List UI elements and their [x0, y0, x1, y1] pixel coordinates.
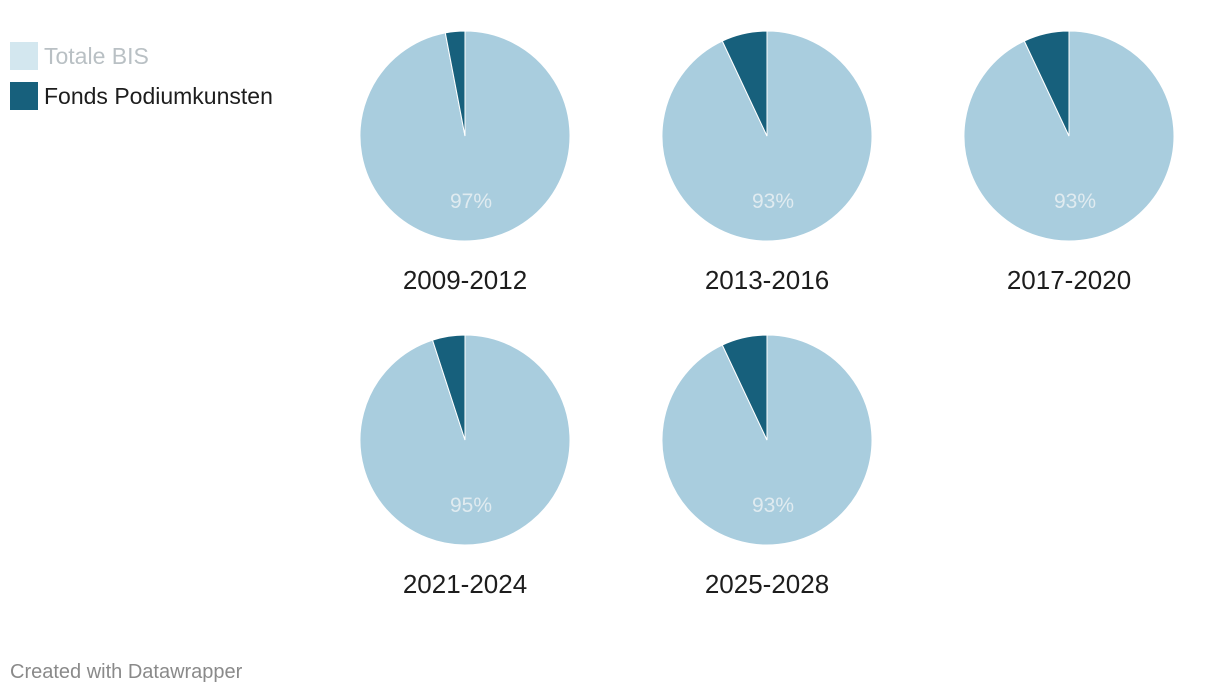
period-label: 2009-2012 [403, 265, 527, 295]
slice-fonds-podiumkunsten [1023, 30, 1070, 137]
value-label: 93% [752, 494, 794, 517]
value-label: 93% [752, 190, 794, 213]
legend-label-fonds-podiumkunsten: Fonds Podiumkunsten [44, 83, 273, 109]
slice-fonds-podiumkunsten [431, 334, 466, 441]
value-label: 93% [1054, 190, 1096, 213]
legend-swatch-totale-bis [10, 42, 38, 70]
legend-item-fonds-podiumkunsten: Fonds Podiumkunsten [10, 82, 273, 110]
pie-2025-2028: 93% 2025-2028 [661, 334, 873, 599]
legend-label-totale-bis: Totale BIS [44, 43, 149, 69]
footer-credit: Created with Datawrapper [10, 661, 243, 683]
pie-2009-2012: 97% 2009-2012 [359, 30, 571, 295]
legend-swatch-fonds-podiumkunsten [10, 82, 38, 110]
value-label: 97% [450, 190, 492, 213]
slice-fonds-podiumkunsten [721, 30, 768, 137]
slice-fonds-podiumkunsten [444, 30, 466, 137]
period-label: 2017-2020 [1007, 265, 1131, 295]
period-label: 2025-2028 [705, 569, 829, 599]
pie-2017-2020: 93% 2017-2020 [963, 30, 1175, 295]
period-label: 2021-2024 [403, 569, 527, 599]
period-label: 2013-2016 [705, 265, 829, 295]
value-label: 95% [450, 494, 492, 517]
pie-2021-2024: 95% 2021-2024 [359, 334, 571, 599]
legend-item-totale-bis: Totale BIS [10, 42, 273, 70]
pie-2013-2016: 93% 2013-2016 [661, 30, 873, 295]
slice-fonds-podiumkunsten [721, 334, 768, 441]
legend: Totale BIS Fonds Podiumkunsten [10, 42, 273, 122]
